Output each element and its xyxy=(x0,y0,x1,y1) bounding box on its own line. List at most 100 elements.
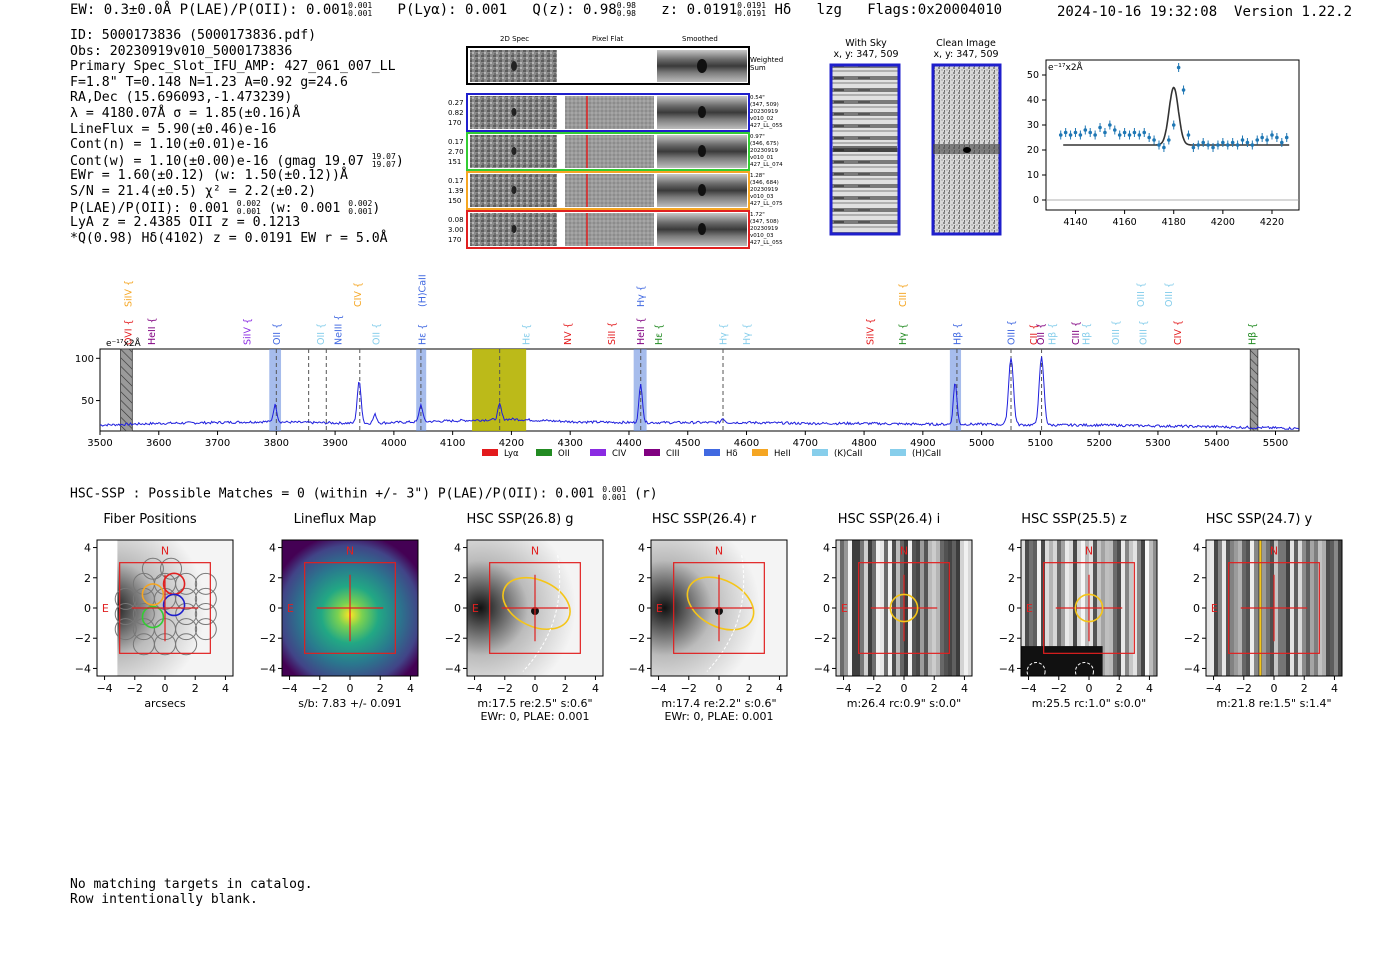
spectrum-x-tick-label: 4800 xyxy=(851,438,876,449)
search-box xyxy=(1043,562,1135,654)
cutout-row-left-label: 0.17 2.70 151 xyxy=(448,137,464,167)
zoom-data-point xyxy=(1083,128,1088,132)
zoom-y-tick-label: 30 xyxy=(1027,120,1039,131)
legend-label: CIII xyxy=(666,449,679,459)
zoom-data-point xyxy=(1240,138,1245,142)
hsc-image-stripe xyxy=(1314,540,1319,676)
legend-label: HeII xyxy=(774,449,791,459)
hsc-image-stripe xyxy=(1053,540,1058,676)
zoom-data-point xyxy=(1137,133,1142,137)
cutout-row-right-label: 0.54" (347, 509) 20230919 v010_02 427_LL_055 xyxy=(750,95,783,130)
zoom-data-point xyxy=(1162,145,1166,150)
legend-swatch xyxy=(482,449,498,456)
emission-line-label: Hε { xyxy=(418,324,429,345)
hsc-panel-title: HSC SSP(26.4) i xyxy=(837,512,941,527)
emission-line-label: Hβ { xyxy=(1048,323,1059,345)
hsc-panel-caption-2: EWr: 0, PLAE: 0.001 xyxy=(480,710,590,723)
spectrum-x-tick-label: 3600 xyxy=(146,438,171,449)
spectrum-x-tick-label: 5200 xyxy=(1086,438,1111,449)
zoom-data-point xyxy=(1230,140,1235,145)
hsc-y-tick-label: 2 xyxy=(823,572,830,585)
cutout-row-right-label: 0.97" (346, 675) 20230919 v010_01 427_LL_074 xyxy=(750,134,783,169)
hsc-panel-title: HSC SSP(26.4) r xyxy=(651,512,757,527)
cutout-right-value: 20230919 xyxy=(750,148,778,154)
hsc-x-tick-label: −4 xyxy=(1205,682,1221,695)
hsc-x-tick-label: 2 xyxy=(1116,682,1123,695)
with-sky-xy: x, y: 347, 509 xyxy=(833,49,899,60)
cutout-source-2d xyxy=(511,186,517,194)
fiber-circle xyxy=(175,572,198,595)
cutout-row-left-label: 0.08 3.00 170 xyxy=(448,215,464,245)
hsc-image-stripe xyxy=(864,540,869,676)
cutout-row-right-label: 1.28" (346, 684) 20230919 v010_03 427_LL_075 xyxy=(750,173,783,208)
hsc-image-stripe xyxy=(1137,540,1142,676)
hsc-image-stripe xyxy=(1133,540,1138,676)
legend-swatch xyxy=(590,449,606,456)
emission-line-label: OII { xyxy=(316,323,327,345)
hsc-y-tick-label: 0 xyxy=(1193,602,1200,615)
spectrum-x-tick-label: 3800 xyxy=(264,438,289,449)
summary-line-id: Hδ xyxy=(774,2,792,18)
hsc-x-tick-label: −2 xyxy=(1051,682,1067,695)
emission-line-label: CII { xyxy=(1029,324,1040,345)
hsc-panel-title: HSC SSP(25.5) z xyxy=(1021,512,1127,527)
search-box xyxy=(489,562,581,654)
east-label: E xyxy=(1211,602,1218,615)
emission-line-label: Hβ { xyxy=(1082,323,1093,345)
line-labels: SiIV {OVI {HeII {SiIV {OII {OII {NeIII {… xyxy=(124,272,1259,345)
emission-line-label: OII { xyxy=(272,323,283,345)
hsc-x-tick-label: 2 xyxy=(746,682,753,695)
zoom-data-point xyxy=(1221,140,1225,145)
hsc-y-tick-label: 0 xyxy=(823,602,830,615)
zoom-data-point xyxy=(1216,143,1220,147)
cutout-images xyxy=(466,46,750,249)
cutout-right-value: 1.72" xyxy=(750,212,765,218)
spectrum-x-tick-label: 4000 xyxy=(381,438,406,449)
hsc-image-stripe xyxy=(1334,540,1339,676)
east-label: E xyxy=(287,602,294,615)
hsc-x-tick-label: 0 xyxy=(1271,682,1278,695)
cutout-pixel-flat xyxy=(565,135,654,168)
emission-line-label: OIII { xyxy=(1111,320,1122,345)
hsc-image-stripe xyxy=(948,540,953,676)
hsc-panel: HSC SSP(25.5) z N E 4 2 0 −2 −4 −4 −2 0 2 4 m:25.5 rc… xyxy=(981,512,1166,727)
hsc-aperture-circle xyxy=(1074,593,1104,623)
masked-region xyxy=(120,348,133,432)
legend-label: Hδ xyxy=(726,449,738,459)
hsc-image-stripe xyxy=(1210,540,1215,676)
hsc-y-tick-label: 4 xyxy=(454,542,461,555)
hsc-y-tick-label: −4 xyxy=(629,662,645,675)
hsc-x-tick-label: 0 xyxy=(532,682,539,695)
hsc-y-tick-label: −2 xyxy=(629,632,645,645)
emission-line-label: Hβ { xyxy=(1247,323,1258,345)
fiber-circle xyxy=(194,603,217,626)
cutout-right-value: 0.97" xyxy=(750,134,765,140)
spectrum-unit: e⁻¹⁷x2Å xyxy=(106,337,142,349)
zoom-data-point xyxy=(1073,130,1078,135)
plae-text: P(LAE)/P(OII): 0.001 xyxy=(70,200,229,216)
hsc-y-tick-label: −4 xyxy=(260,662,276,675)
north-label: N xyxy=(1270,545,1278,558)
cutout-source-2d xyxy=(511,225,517,233)
zoom-line-fit-chart: e⁻¹⁷x2Å 4140 4160 4180 4200 4220 0 10 20 30 40 50 xyxy=(1027,59,1300,228)
zoom-data-point xyxy=(1250,143,1255,147)
emission-line-label: (H)CaII { xyxy=(418,272,429,307)
cutout-left-value: 170 xyxy=(448,119,462,127)
cutout-right-value: 427_LL_074 xyxy=(750,162,783,168)
spectrum-x-tick-label: 5300 xyxy=(1145,438,1170,449)
cutout-source xyxy=(698,145,706,157)
cutout-pixel-flat xyxy=(565,174,654,207)
summary-tag: lzg xyxy=(816,2,842,18)
hsc-y-tick-label: 4 xyxy=(638,542,645,555)
hsc-x-tick-label: 0 xyxy=(1086,682,1093,695)
detection-info: ID: 5000173836 (5000173836.pdf) Obs: 202… xyxy=(70,28,404,246)
hdr-2d-spec: 2D Spec xyxy=(500,35,530,43)
cutout-right-value: (347, 508) xyxy=(750,219,779,225)
hsc-y-tick-label: 0 xyxy=(1008,602,1015,615)
zoom-data-point xyxy=(1103,130,1107,135)
emission-line-label: CIII { xyxy=(1071,321,1082,345)
spectrum-x-tick-label: 5100 xyxy=(1028,438,1053,449)
cutout-left-value: 0.08 xyxy=(448,216,464,224)
cutout-right-value: 20230919 xyxy=(750,187,778,193)
summary-header: EW: 0.3±0.0Å P(LAE)/P(OII): 0.001 0.001 0.… xyxy=(70,2,1002,19)
